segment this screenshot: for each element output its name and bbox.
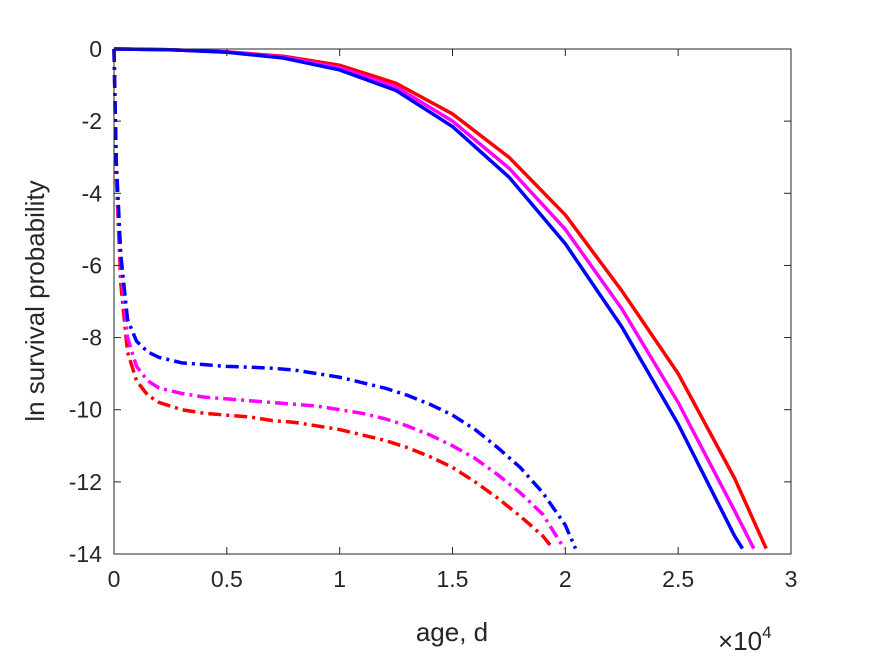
- y-tick-label: -2: [82, 108, 102, 134]
- series-line-5-dashdot: [112, 48, 566, 550]
- x-axis-multiplier-exponent: 4: [762, 623, 771, 642]
- y-tick-label: -14: [69, 541, 102, 567]
- y-axis-label: ln survival probability: [20, 180, 50, 421]
- y-tick-label: -10: [69, 397, 102, 423]
- y-tick-label: -4: [82, 180, 103, 206]
- x-tick-label: 1.5: [437, 566, 469, 592]
- y-tick-label: -6: [82, 252, 102, 278]
- y-tick-label: -8: [82, 325, 102, 351]
- x-tick-label: 0.5: [211, 566, 243, 592]
- plot-background: [114, 49, 791, 554]
- series-line-4-dashdot: [112, 48, 555, 550]
- x-tick-label: 1: [333, 566, 346, 592]
- x-tick-label: 3: [785, 566, 798, 592]
- x-axis-multiplier: ×104: [718, 623, 772, 656]
- x-axis-ticks: 0 0.5 1 1.5 2 2.5 3: [108, 49, 798, 592]
- x-tick-label: 2.5: [662, 566, 694, 592]
- y-tick-label: 0: [89, 36, 102, 62]
- series-line-6-dashdot: [112, 48, 578, 550]
- x-tick-label: 2: [559, 566, 572, 592]
- x-tick-label: 0: [108, 566, 121, 592]
- y-axis-ticks: 0 -2 -4 -6 -8 -10 -12 -14: [69, 36, 791, 567]
- x-axis-multiplier-base: ×10: [718, 626, 762, 656]
- x-axis-label: age, d: [416, 617, 488, 647]
- y-tick-label: -12: [69, 469, 102, 495]
